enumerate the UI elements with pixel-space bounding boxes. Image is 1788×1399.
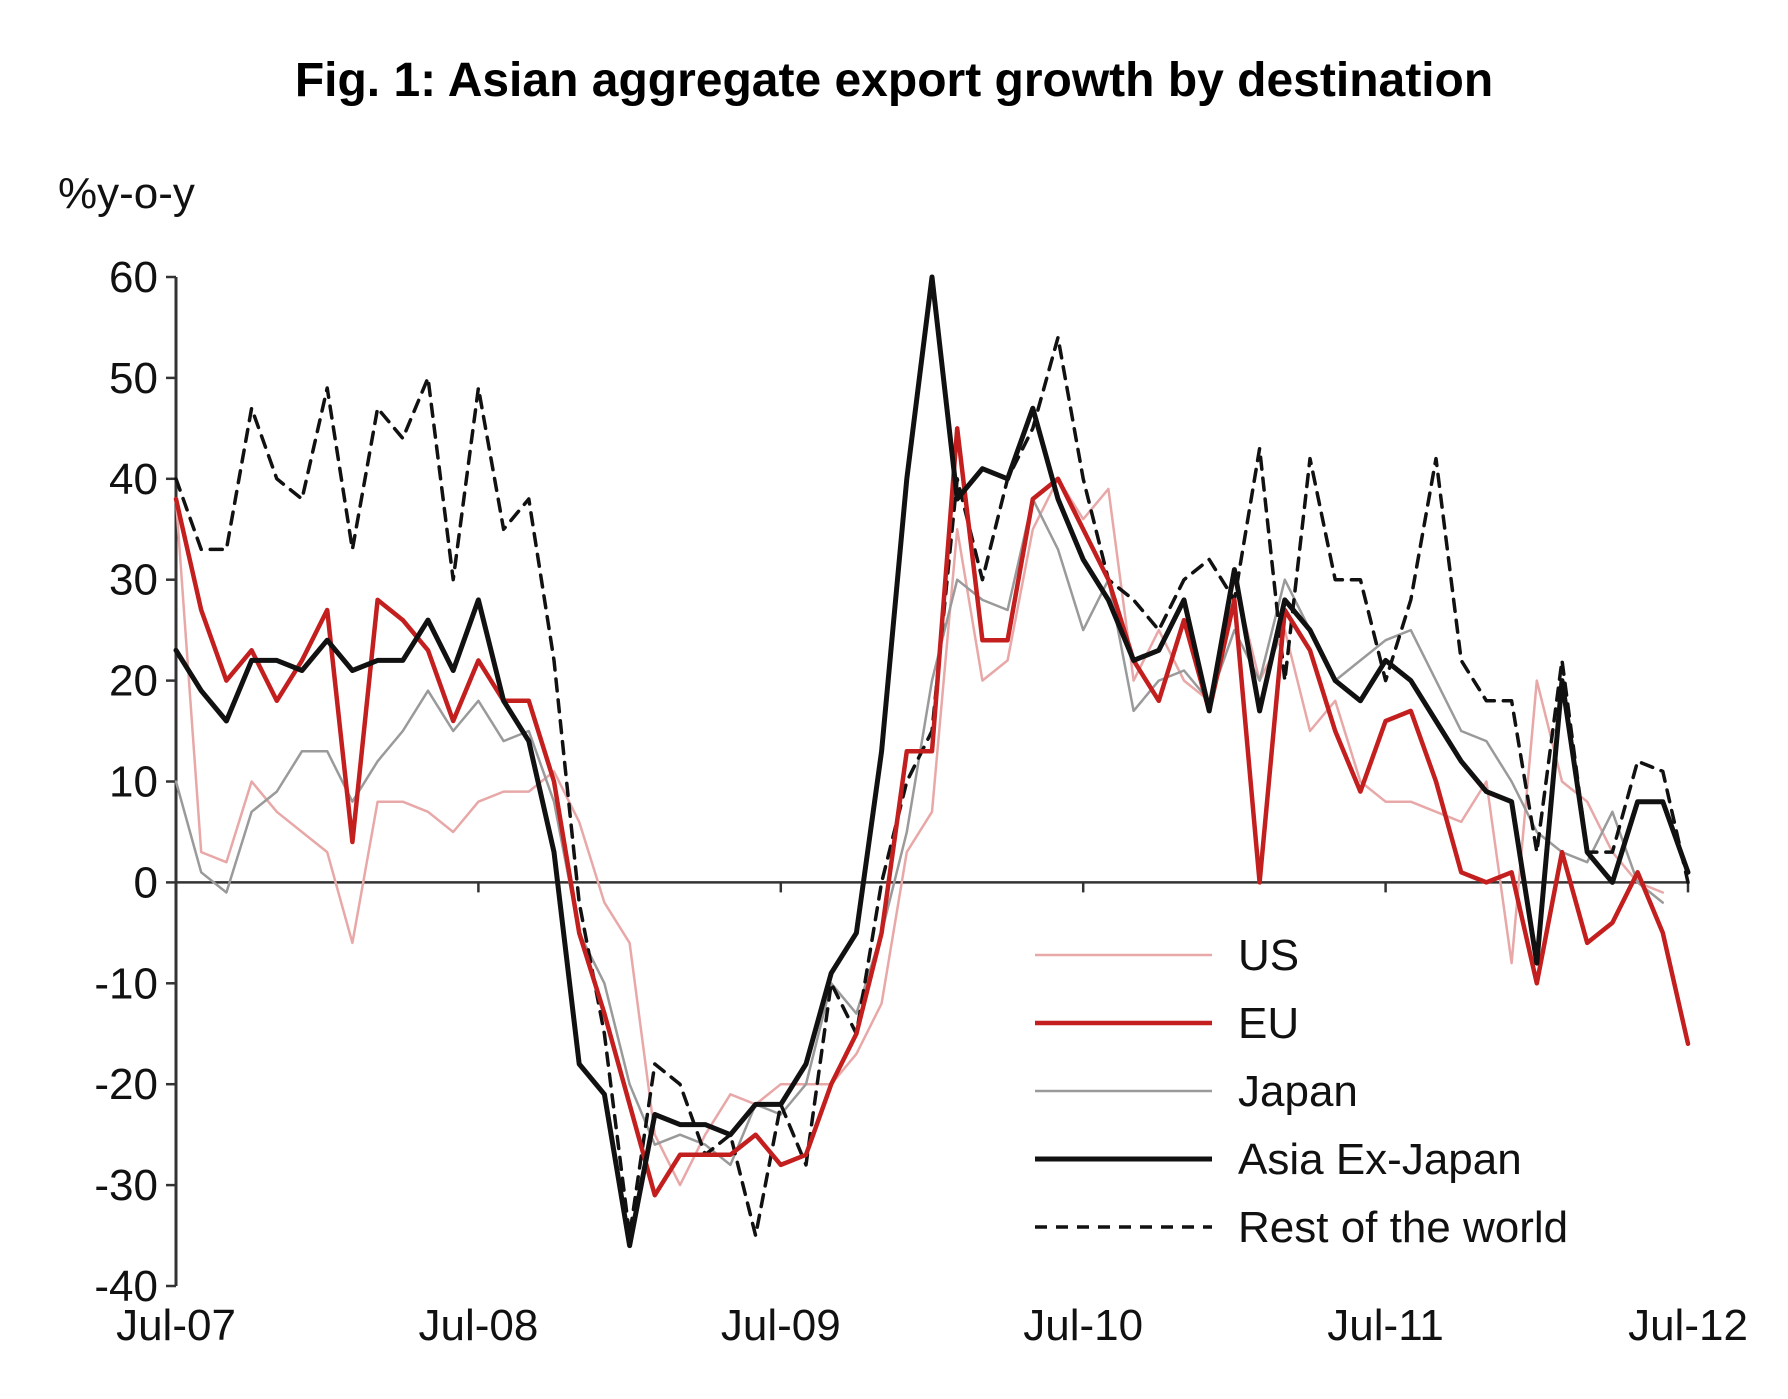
x-tick-label: Jul-12 (1628, 1301, 1748, 1350)
legend: US EU Japan Asia Ex-Japan Rest of the world (1035, 931, 1568, 1252)
series-line-rest-of-the-world (174, 335, 1690, 1238)
y-tick-label: -10 (94, 959, 158, 1008)
legend-label: Japan (1238, 1067, 1358, 1116)
y-tick-label: 60 (109, 253, 158, 302)
legend-label: US (1238, 931, 1299, 980)
y-tick-label: 10 (109, 758, 158, 807)
y-tick-label: -20 (94, 1060, 158, 1109)
x-tick-label: Jul-10 (1023, 1301, 1143, 1350)
x-tick-label: Jul-11 (1327, 1301, 1444, 1350)
series-line-asia-ex-japan (173, 274, 1691, 1249)
y-tick-label: 0 (134, 858, 158, 907)
y-tick-label: 50 (109, 354, 158, 403)
y-axis-unit-label: %y-o-y (58, 169, 195, 218)
y-tick-label: 30 (109, 556, 158, 605)
series-lines (173, 274, 1691, 1249)
x-tick-label: Jul-07 (116, 1301, 236, 1350)
legend-label: EU (1238, 999, 1299, 1048)
chart-title: Fig. 1: Asian aggregate export growth by… (295, 54, 1493, 107)
y-tick-label: 40 (109, 455, 158, 504)
legend-label: Asia Ex-Japan (1238, 1135, 1522, 1184)
series-line-us (174, 477, 1665, 1187)
x-tick-label: Jul-09 (721, 1301, 841, 1350)
y-tick-label: -30 (94, 1161, 158, 1210)
y-tick-label: -40 (94, 1262, 158, 1311)
series-line-eu (173, 426, 1691, 1198)
x-tick-label: Jul-08 (418, 1301, 538, 1350)
legend-label: Rest of the world (1238, 1203, 1568, 1252)
y-tick-label: 20 (109, 657, 158, 706)
